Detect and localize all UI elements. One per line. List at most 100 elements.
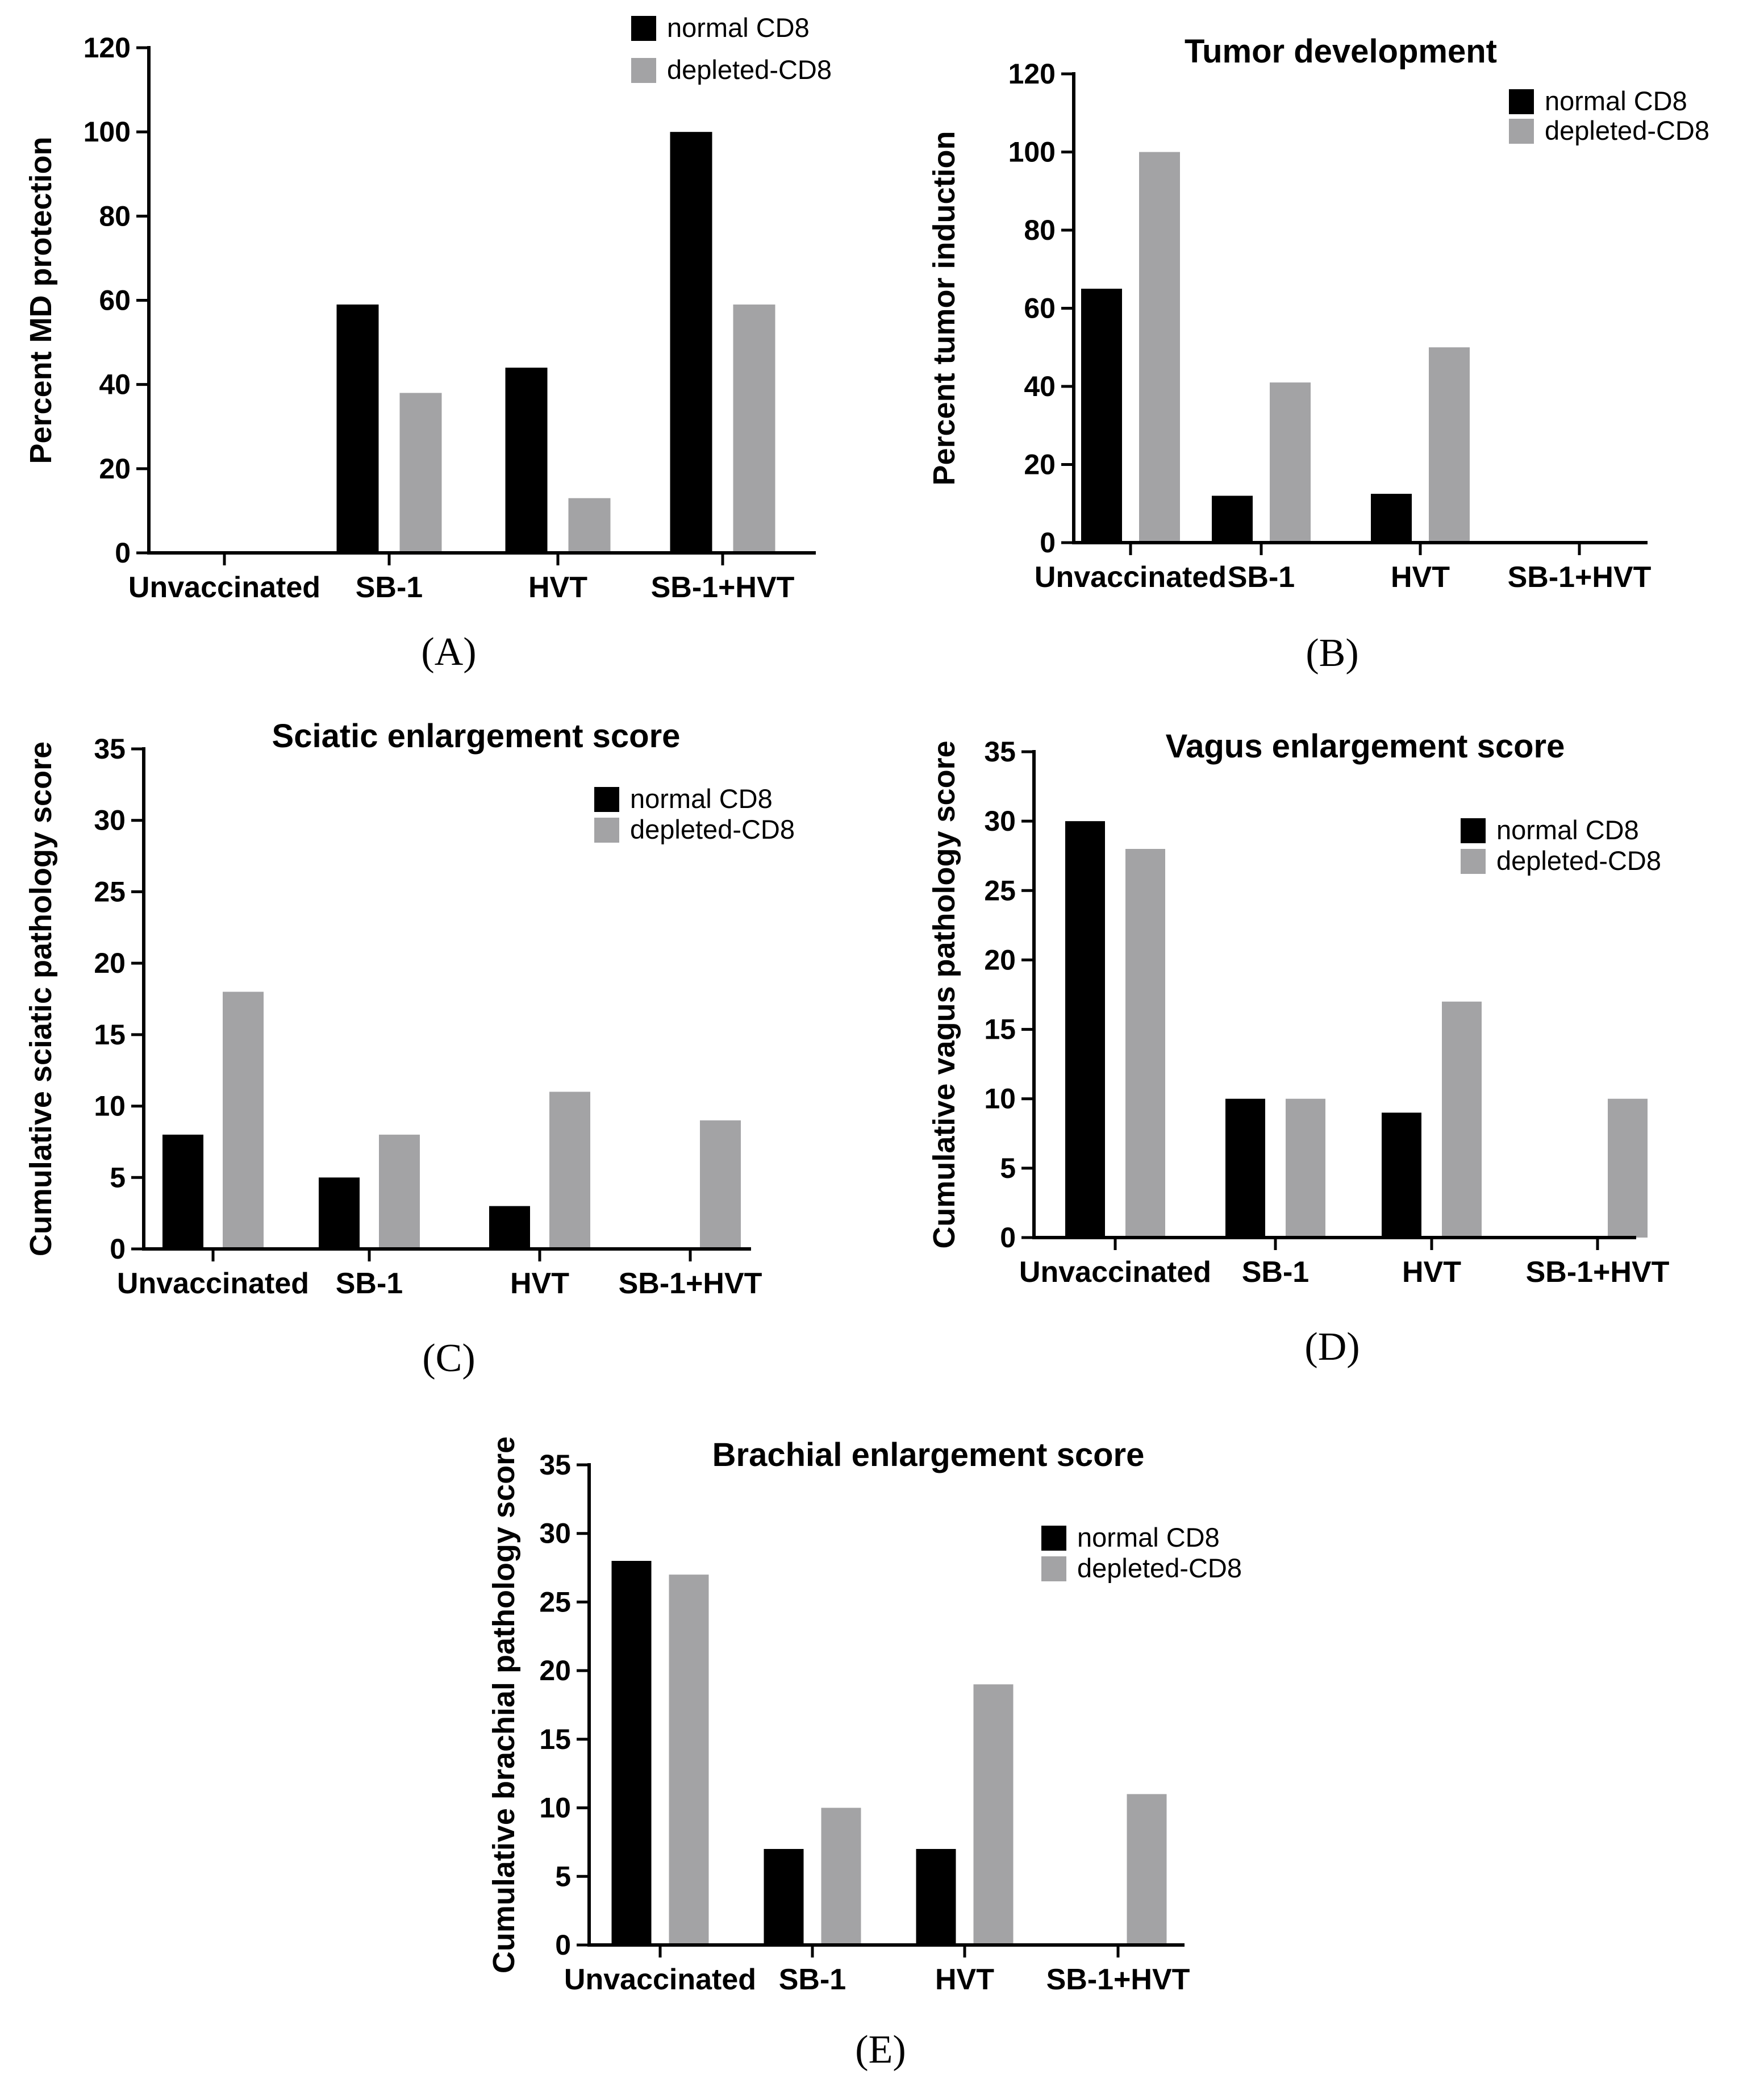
y-tick-label: 35: [539, 1449, 571, 1481]
legend-swatch-depleted-cd8: [1461, 849, 1486, 874]
legend-label-normal-cd8: normal CD8: [1545, 86, 1687, 116]
x-tick-label-sb-1: SB-1: [356, 571, 423, 604]
y-tick-label: 100: [84, 116, 131, 148]
x-tick-label-sb-1: SB-1: [1228, 561, 1295, 594]
y-axis-label: Cumulative brachial pathology score: [487, 1436, 521, 1973]
x-tick-label-sb-1: SB-1: [779, 1963, 846, 1996]
x-tick-label-unvaccinated: Unvaccinated: [1035, 561, 1227, 594]
y-tick-label: 40: [1024, 370, 1056, 402]
bar-depleted-cd8-hvt: [1442, 1001, 1482, 1238]
chart-title: Vagus enlargement score: [1166, 728, 1565, 765]
x-tick-label-hvt: HVT: [510, 1267, 569, 1300]
legend-swatch-normal-cd8: [1461, 818, 1486, 843]
x-tick-label-unvaccinated: Unvaccinated: [564, 1963, 756, 1996]
bar-depleted-cd8-hvt: [973, 1684, 1014, 1945]
x-tick-label-sb-1: SB-1: [336, 1267, 403, 1300]
y-tick-label: 5: [555, 1860, 571, 1892]
bar-normal-cd8-hvt: [1382, 1113, 1421, 1238]
panel-label: (A): [421, 630, 476, 674]
bar-normal-cd8-unvaccinated: [1065, 821, 1105, 1238]
y-tick-label: 0: [110, 1233, 126, 1265]
y-tick-label: 30: [539, 1518, 571, 1550]
bar-depleted-cd8-sb-1: [1286, 1098, 1325, 1238]
y-axis-label: Percent tumor induction: [927, 131, 961, 485]
bar-normal-cd8-sb-1: [319, 1177, 360, 1249]
y-axis-label: Cumulative sciatic pathology score: [24, 742, 58, 1256]
bar-normal-cd8-sb-1: [764, 1849, 804, 1945]
bar-depleted-cd8-sb-1: [1270, 382, 1311, 543]
y-tick-label: 0: [1040, 527, 1056, 559]
bar-depleted-cd8-sb-1-hvt: [700, 1120, 741, 1249]
y-tick-label: 10: [94, 1090, 126, 1122]
legend-swatch-normal-cd8: [594, 787, 619, 812]
chart-title: Brachial enlargement score: [712, 1436, 1145, 1473]
y-tick-label: 5: [110, 1161, 126, 1193]
y-tick-label: 25: [94, 876, 126, 907]
panel-label: (B): [1306, 631, 1358, 675]
x-tick-label-sb-1-hvt: SB-1+HVT: [1508, 561, 1652, 594]
bar-normal-cd8-hvt: [505, 368, 548, 553]
legend-label-depleted-cd8: depleted-CD8: [1496, 846, 1661, 876]
chart-panel-b: Tumor development 0 20 40 60 80 100 120 Unvaccin…: [927, 33, 1709, 675]
x-tick-label-unvaccinated: Unvaccinated: [1019, 1256, 1211, 1289]
x-tick-label-sb-1-hvt: SB-1+HVT: [1526, 1256, 1670, 1289]
panel-label: (D): [1304, 1325, 1360, 1369]
x-tick-label-sb-1-hvt: SB-1+HVT: [651, 571, 795, 604]
x-tick-label-hvt: HVT: [935, 1963, 994, 1996]
panel-label: (E): [855, 2028, 906, 2072]
y-tick-label: 60: [99, 285, 131, 316]
bar-normal-cd8-sb-1: [1212, 495, 1253, 543]
y-tick-label: 40: [99, 369, 131, 401]
y-tick-label: 60: [1024, 293, 1056, 324]
y-tick-label: 10: [539, 1792, 571, 1824]
legend-swatch-normal-cd8: [1509, 89, 1534, 114]
y-tick-label: 80: [1024, 214, 1056, 246]
legend-swatch-normal-cd8: [1041, 1526, 1066, 1551]
legend-label-depleted-cd8: depleted-CD8: [667, 55, 832, 85]
legend-label-depleted-cd8: depleted-CD8: [1545, 115, 1709, 145]
legend-label-normal-cd8: normal CD8: [630, 784, 773, 814]
bar-depleted-cd8-hvt: [568, 498, 611, 553]
chart-title: Tumor development: [1185, 33, 1497, 70]
y-tick-label: 20: [1024, 449, 1056, 481]
bar-depleted-cd8-unvaccinated: [669, 1575, 709, 1945]
y-tick-label: 0: [555, 1929, 571, 1961]
panel-label: (C): [422, 1336, 475, 1380]
y-tick-label: 20: [99, 453, 131, 485]
y-tick-label: 35: [984, 736, 1016, 768]
bar-depleted-cd8-hvt: [1429, 347, 1470, 543]
bar-normal-cd8-unvaccinated: [162, 1134, 203, 1249]
legend-label-normal-cd8: normal CD8: [1496, 815, 1639, 845]
y-tick-label: 25: [539, 1586, 571, 1618]
y-axis-label: Cumulative vagus pathology score: [927, 740, 961, 1248]
bar-normal-cd8-sb-1: [336, 304, 379, 553]
y-tick-label: 15: [539, 1723, 571, 1755]
chart-panel-d: Vagus enlargement score 0 5 10 15 20 25 30 35 Unv…: [927, 728, 1670, 1369]
bar-depleted-cd8-sb-1-hvt: [1608, 1098, 1648, 1238]
legend-label-depleted-cd8: depleted-CD8: [630, 814, 795, 844]
bar-normal-cd8-hvt: [489, 1206, 530, 1249]
bar-depleted-cd8-sb-1-hvt: [733, 304, 775, 553]
y-tick-label: 10: [984, 1083, 1016, 1115]
y-tick-label: 15: [984, 1014, 1016, 1046]
legend-label-depleted-cd8: depleted-CD8: [1077, 1553, 1242, 1583]
y-tick-label: 20: [94, 947, 126, 979]
x-tick-label-hvt: HVT: [1391, 561, 1450, 594]
chart-panel-e: Brachial enlargement score 0 5 10 15 20 25 30 35…: [487, 1436, 1242, 2072]
y-tick-label: 80: [99, 200, 131, 232]
bar-normal-cd8-sb-1-hvt: [670, 132, 712, 553]
bar-normal-cd8-hvt: [1371, 494, 1412, 543]
y-tick-label: 30: [984, 805, 1016, 837]
x-tick-label-sb-1: SB-1: [1242, 1256, 1309, 1289]
x-tick-label-hvt: HVT: [1402, 1256, 1461, 1289]
bar-normal-cd8-unvaccinated: [611, 1561, 652, 1945]
chart-panel-c: Sciatic enlargement score 0 5 10 15 20 25 30 35 U…: [24, 718, 795, 1380]
legend-swatch-depleted-cd8: [594, 818, 619, 843]
x-tick-label-unvaccinated: Unvaccinated: [128, 571, 320, 604]
bar-depleted-cd8-sb-1-hvt: [1127, 1794, 1167, 1945]
y-tick-label: 25: [984, 874, 1016, 906]
bar-normal-cd8-hvt: [916, 1849, 956, 1945]
